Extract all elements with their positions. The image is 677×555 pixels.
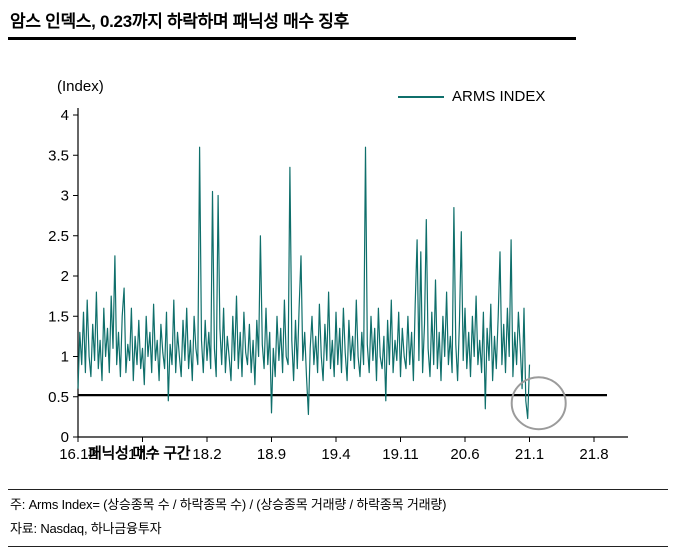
x-tick-label: 19.4 [321,446,350,463]
x-tick-label: 18.2 [192,446,221,463]
y-tick-label: 4 [61,107,69,124]
y-axis-unit-label: (Index) [57,78,104,95]
legend: ARMS INDEX [398,88,545,105]
legend-label: ARMS INDEX [452,88,546,105]
arms-index-chart: 0 0.5 1 1.5 2 2.5 3 3.5 4 16.12 17.7 18.2 18.9 19.4 19… [48,107,628,463]
footer-bottom-divider [8,546,668,547]
low-point-circle-annotation [510,376,567,431]
y-tick-label: 0.5 [48,389,69,406]
footnote-definition: 주: Arms Index= (상승종목 수 / 하락종목 수) / (상승종목… [10,497,447,512]
arms-index-line [77,146,531,420]
y-tick-label: 0 [61,429,69,446]
y-tick-label: 1 [61,349,69,366]
y-tick-label: 1.5 [48,308,69,325]
x-tick-label: 16.12 [59,446,97,463]
x-tick-label: 17.7 [128,446,157,463]
y-tick-label: 3.5 [48,147,69,164]
x-tick-label: 21.1 [515,446,544,463]
y-tick-label: 2.5 [48,228,69,245]
panic-zone-label: 패닉성 매수 구간 [88,445,191,462]
title-underline-divider [8,37,576,40]
y-tick-label: 2 [61,268,69,285]
footnote-source: 자료: Nasdaq, 하나금융투자 [10,521,162,536]
x-tick-label: 21.8 [579,446,608,463]
x-tick-label: 20.6 [450,446,479,463]
x-tick-label: 18.9 [257,446,286,463]
y-tick-label: 3 [61,188,69,205]
legend-line-swatch [398,95,444,98]
page-title: 암스 인덱스, 0.23까지 하락하며 패닉성 매수 징후 [10,12,349,31]
footer-top-divider [8,489,668,490]
x-tick-label: 19.11 [382,446,418,463]
